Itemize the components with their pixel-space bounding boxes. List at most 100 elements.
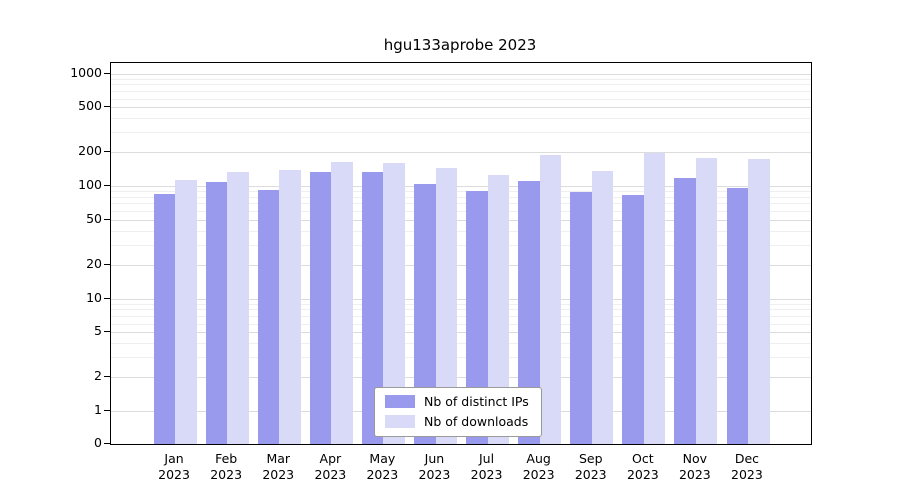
- x-tick-label-line: 2023: [470, 467, 503, 482]
- x-tick-label-line: 2023: [731, 467, 763, 482]
- gridline: [111, 107, 811, 109]
- x-tick-label-line: 2023: [522, 467, 555, 482]
- plot-area: [110, 62, 812, 445]
- x-tick-label-line: 2023: [678, 467, 711, 482]
- bar-distinct-ips: [570, 192, 592, 444]
- x-tick-label: Oct 2023: [617, 451, 669, 483]
- x-tick-label: Dec 2023: [721, 451, 773, 483]
- legend-entry-downloads: Nb of downloads: [385, 414, 529, 429]
- minor-gridline: [111, 244, 811, 246]
- bar-distinct-ips: [205, 182, 228, 444]
- x-tick-label: Jan 2023: [148, 451, 200, 483]
- bar-downloads: [591, 171, 614, 444]
- gridline: [111, 186, 811, 187]
- minor-gridline: [111, 203, 811, 205]
- minor-gridline: [111, 90, 811, 92]
- y-tick-label: 10: [86, 289, 102, 305]
- x-tick-label: Jul 2023: [461, 451, 513, 483]
- minor-gridline: [111, 357, 811, 359]
- y-tick-mark: [104, 218, 110, 220]
- x-tick-label-line: 2023: [210, 467, 243, 482]
- gridline: [111, 332, 811, 334]
- y-tick-mark: [104, 151, 110, 153]
- y-tick-label: 100: [78, 177, 102, 192]
- bar-downloads: [487, 174, 509, 444]
- legend-swatch-distinct-ips: [385, 395, 415, 408]
- x-tick-label-line: Apr: [319, 451, 342, 466]
- y-tick-mark: [104, 376, 110, 378]
- gridline: [111, 377, 811, 379]
- bar-downloads: [279, 170, 301, 444]
- gridline: [111, 264, 811, 266]
- x-tick-label-line: Jan: [164, 451, 184, 466]
- minor-gridline: [111, 118, 811, 120]
- x-tick-label-line: Feb: [215, 451, 238, 466]
- y-tick-mark: [104, 410, 110, 411]
- y-tick-mark: [104, 263, 110, 265]
- bar-downloads: [435, 167, 457, 444]
- x-tick-label-line: Jul: [479, 451, 495, 466]
- x-tick-label: Nov 2023: [669, 451, 721, 483]
- y-tick-label: 200: [78, 143, 102, 159]
- bar-distinct-ips: [153, 193, 175, 444]
- minor-gridline: [111, 191, 811, 193]
- bar-distinct-ips: [361, 171, 384, 444]
- gridline: [111, 152, 811, 154]
- legend-label-downloads: Nb of downloads: [424, 414, 529, 429]
- minor-gridline: [111, 196, 811, 198]
- bar-distinct-ips: [726, 188, 748, 444]
- bar-downloads: [539, 155, 562, 444]
- minor-gridline: [111, 323, 811, 325]
- gridline: [111, 298, 811, 300]
- x-tick-label-line: 2023: [574, 467, 607, 482]
- y-tick-mark: [104, 331, 110, 333]
- y-tick-mark: [104, 185, 110, 186]
- minor-gridline: [111, 132, 811, 134]
- minor-gridline: [111, 343, 811, 345]
- x-tick-label-line: 2023: [262, 467, 295, 482]
- x-tick-label-line: Dec: [734, 451, 760, 466]
- y-tick-label: 50: [86, 210, 102, 226]
- bar-downloads: [227, 171, 249, 444]
- bar-distinct-ips: [674, 178, 696, 444]
- x-tick-label: Sep 2023: [565, 451, 617, 483]
- x-tick-label: Feb 2023: [200, 451, 252, 483]
- bar-downloads: [331, 161, 353, 444]
- x-tick-label: May 2023: [356, 451, 408, 483]
- y-tick-label: 0: [94, 435, 102, 450]
- bar-downloads: [383, 163, 405, 444]
- bar-distinct-ips: [518, 181, 540, 444]
- y-tick-label: 1000: [70, 64, 102, 80]
- minor-gridline: [111, 309, 811, 311]
- gridline: [111, 219, 811, 221]
- x-tick-label: Mar 2023: [252, 451, 304, 483]
- minor-gridline: [111, 84, 811, 86]
- bar-distinct-ips: [309, 172, 332, 444]
- bar-downloads: [748, 158, 770, 444]
- y-tick-label: 20: [86, 255, 102, 271]
- y-tick-mark: [104, 106, 110, 108]
- minor-gridline: [111, 303, 811, 305]
- y-tick-mark: [104, 297, 110, 299]
- x-tick-label-line: Sep: [578, 451, 603, 466]
- x-tick-label-line: Mar: [266, 451, 291, 466]
- x-tick-label: Jun 2023: [408, 451, 460, 483]
- y-tick-label: 5: [94, 323, 102, 339]
- minor-gridline: [111, 315, 811, 317]
- minor-gridline: [111, 230, 811, 232]
- legend-swatch-downloads: [385, 415, 415, 428]
- chart-title: hgu133aprobe 2023: [383, 36, 537, 54]
- y-tick-label: 2: [94, 368, 102, 384]
- x-tick-label: Apr 2023: [304, 451, 356, 483]
- bar-downloads: [643, 152, 666, 444]
- bar-distinct-ips: [466, 191, 488, 444]
- minor-gridline: [111, 98, 811, 100]
- x-tick-label-line: 2023: [626, 467, 659, 482]
- minor-gridline: [111, 211, 811, 212]
- y-tick-label: 1: [94, 402, 102, 417]
- x-tick-label-line: Jun: [424, 451, 445, 466]
- bar-downloads: [175, 180, 197, 444]
- minor-gridline: [111, 78, 811, 80]
- bar-downloads: [695, 158, 718, 444]
